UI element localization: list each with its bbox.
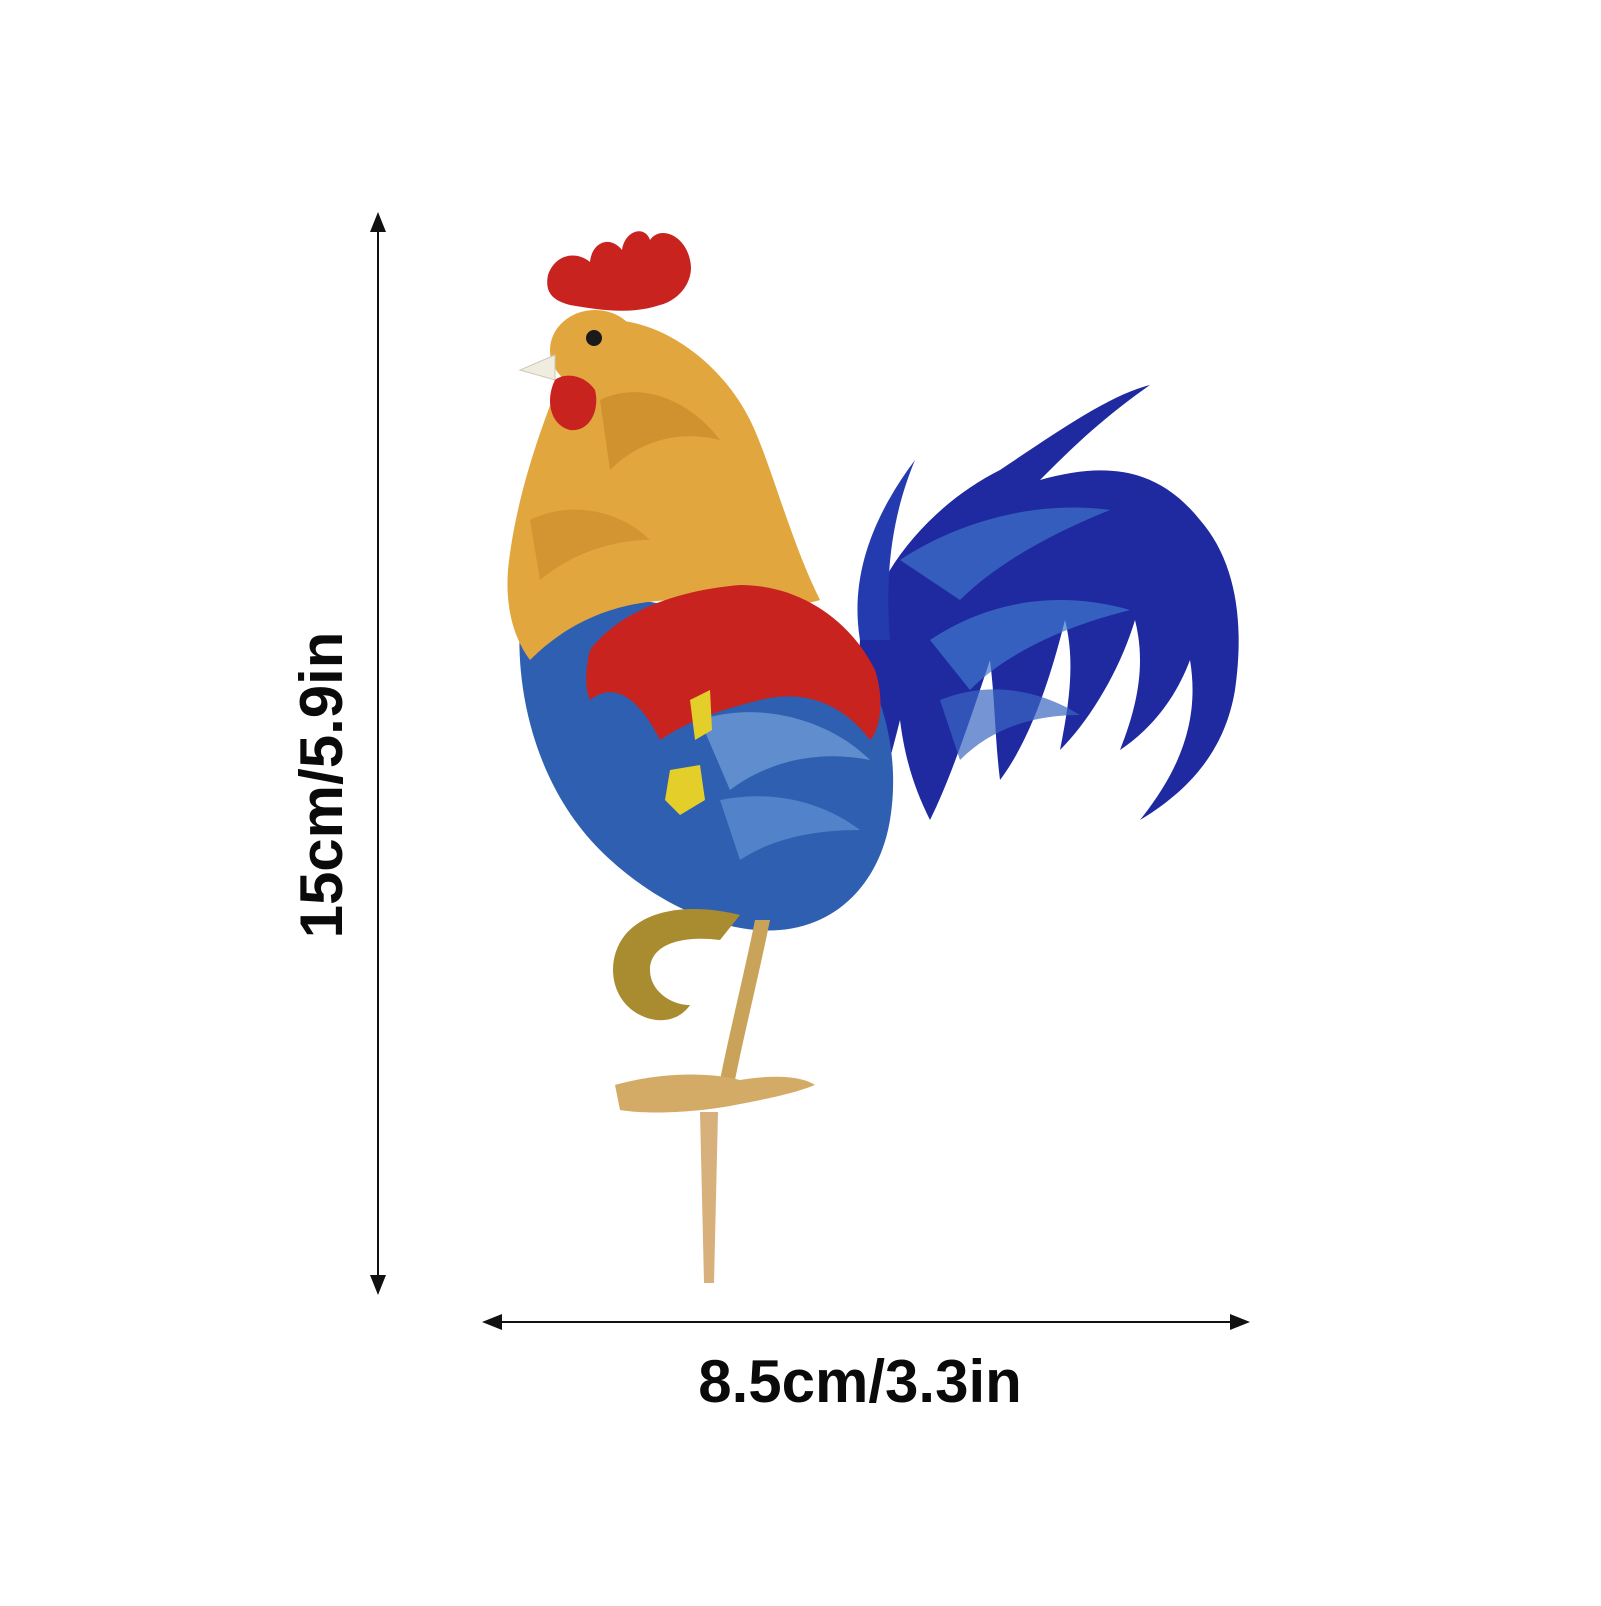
foot [615,1074,815,1113]
width-label: 8.5cm/3.3in [698,1348,1022,1415]
stake [700,1112,718,1283]
raised-leg [613,909,740,1021]
wing-mark [665,765,705,815]
head [550,310,640,390]
beak [518,354,556,381]
height-label: 15cm/5.9in [288,631,355,939]
red-cape [586,585,881,740]
standing-leg [720,920,770,1080]
wattle [550,375,597,431]
rooster-illustration [507,231,1239,1283]
tail-feathers [850,385,1239,860]
eye [586,330,602,346]
comb [547,231,691,311]
